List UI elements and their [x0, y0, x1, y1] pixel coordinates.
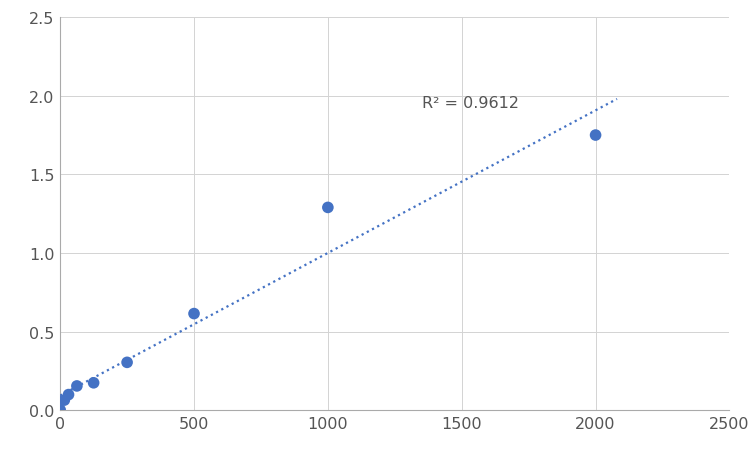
Point: [121, 359, 133, 366]
Point: [54, 406, 66, 414]
Point: [62, 391, 74, 398]
Point: [322, 204, 334, 212]
Point: [590, 132, 602, 139]
Point: [71, 382, 83, 390]
Point: [87, 379, 99, 387]
Point: [59, 396, 71, 404]
Text: R² = 0.9612: R² = 0.9612: [422, 96, 519, 110]
Point: [188, 310, 200, 318]
